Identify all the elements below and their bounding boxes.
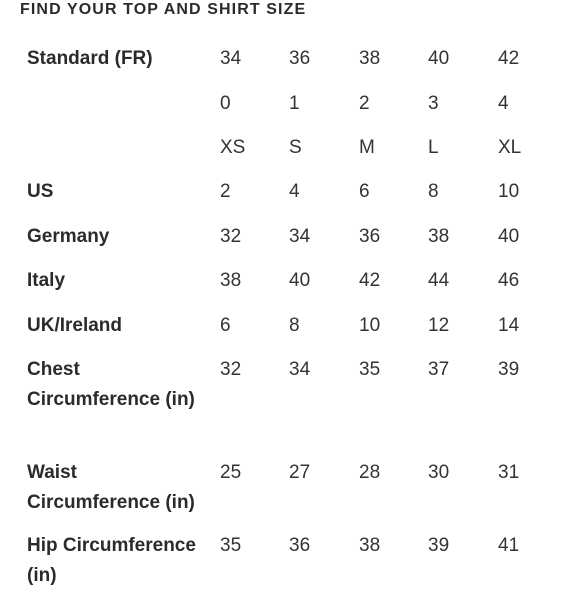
- size-value: 28: [359, 462, 381, 483]
- size-value: 40: [498, 226, 520, 247]
- size-value: 34: [220, 48, 242, 69]
- size-value: 42: [498, 48, 520, 69]
- row-label: Hip Circumference (in): [27, 535, 196, 586]
- row-label: Waist Circumference (in): [27, 462, 195, 513]
- size-value: 34: [289, 359, 311, 380]
- row-label: Standard (FR): [27, 48, 153, 69]
- size-value: 3: [428, 93, 439, 114]
- size-value: 12: [428, 315, 450, 336]
- size-value: 40: [428, 48, 450, 69]
- row-label: US: [27, 181, 54, 202]
- row-label: Germany: [27, 226, 110, 247]
- size-value: 31: [498, 462, 520, 483]
- size-value: 32: [220, 226, 242, 247]
- size-value: 38: [359, 48, 381, 69]
- size-value: 37: [428, 359, 450, 380]
- size-value: 10: [498, 181, 520, 202]
- size-value: 6: [359, 181, 370, 202]
- size-value: 4: [289, 181, 300, 202]
- size-value: 2: [359, 93, 370, 114]
- row-label: UK/Ireland: [27, 315, 123, 336]
- size-value: M: [359, 137, 375, 158]
- row-label: Italy: [27, 270, 66, 291]
- size-value: 30: [428, 462, 450, 483]
- size-value: 36: [289, 48, 311, 69]
- size-value: 36: [289, 535, 311, 556]
- size-value: 14: [498, 315, 520, 336]
- size-value: 35: [359, 359, 381, 380]
- size-value: 27: [289, 462, 311, 483]
- size-value: 6: [220, 315, 231, 336]
- size-value: 32: [220, 359, 242, 380]
- size-value: 39: [428, 535, 450, 556]
- size-value: 0: [220, 93, 231, 114]
- size-value: 8: [428, 181, 439, 202]
- size-value: 34: [289, 226, 311, 247]
- size-value: 38: [428, 226, 450, 247]
- size-value: 4: [498, 93, 509, 114]
- size-value: XL: [498, 137, 522, 158]
- size-value: S: [289, 137, 302, 158]
- size-value: 40: [289, 270, 311, 291]
- size-value: 2: [220, 181, 231, 202]
- size-value: 38: [359, 535, 381, 556]
- row-label: Chest Circumference (in): [27, 359, 195, 410]
- size-value: 46: [498, 270, 520, 291]
- page-title: FIND YOUR TOP AND SHIRT SIZE: [20, 1, 307, 18]
- size-value: 36: [359, 226, 381, 247]
- size-value: 42: [359, 270, 381, 291]
- size-value: 10: [359, 315, 381, 336]
- size-value: XS: [220, 137, 246, 158]
- size-value: 41: [498, 535, 520, 556]
- size-value: 8: [289, 315, 300, 336]
- size-value: 25: [220, 462, 242, 483]
- size-value: 39: [498, 359, 520, 380]
- size-value: 35: [220, 535, 242, 556]
- size-value: L: [428, 137, 439, 158]
- size-value: 44: [428, 270, 450, 291]
- size-value: 38: [220, 270, 242, 291]
- size-value: 1: [289, 93, 300, 114]
